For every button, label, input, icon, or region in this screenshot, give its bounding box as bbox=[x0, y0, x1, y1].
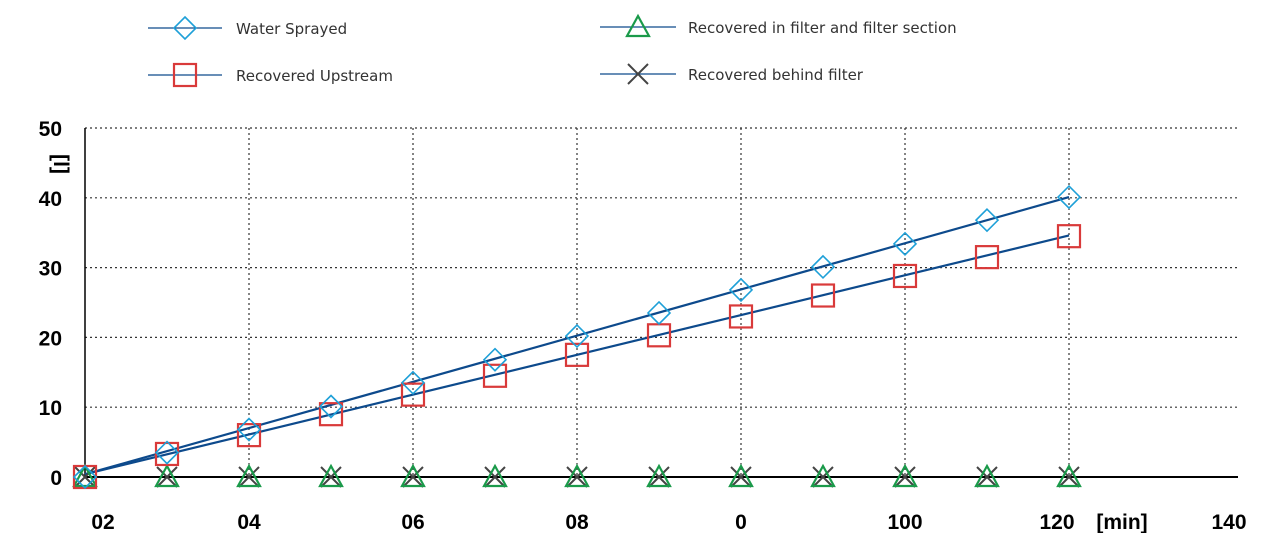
y-tick-label: 30 bbox=[39, 258, 62, 281]
data-point-diamond bbox=[892, 231, 918, 256]
legend-label: Recovered in filter and filter section bbox=[688, 19, 957, 37]
legend-item: Recovered Upstream bbox=[148, 62, 393, 88]
tick-labels: 0 10 20 30 40 50 02 04 06 08 0 100 120 140 [min] [l] bbox=[39, 118, 1247, 533]
data-point-diamond bbox=[728, 277, 754, 303]
data-point-x bbox=[74, 466, 96, 488]
legend-label: Recovered behind filter bbox=[688, 66, 864, 84]
x-tick-label: 06 bbox=[401, 511, 424, 533]
y-tick-label: 20 bbox=[39, 327, 62, 350]
data-point-square bbox=[564, 342, 590, 367]
data-point-diamond bbox=[974, 208, 1000, 233]
data-point-square bbox=[892, 263, 918, 289]
data-point-triangle bbox=[154, 463, 180, 488]
legend: Water Sprayed Recovered Upstream Recovered… bbox=[148, 13, 957, 88]
axes bbox=[84, 128, 1238, 478]
data-point-x bbox=[402, 466, 424, 488]
data-point-diamond bbox=[72, 464, 98, 490]
y-tick-label: 40 bbox=[39, 188, 62, 211]
trendlines bbox=[84, 196, 1070, 476]
x-tick-label: 140 bbox=[1211, 511, 1246, 533]
x-tick-label: 100 bbox=[887, 511, 922, 533]
data-point-diamond bbox=[646, 300, 672, 326]
legend-label: Recovered Upstream bbox=[236, 67, 393, 85]
data-point-triangle bbox=[400, 463, 426, 488]
legend-item: Recovered behind filter bbox=[600, 63, 864, 85]
legend-item: Water Sprayed bbox=[148, 15, 347, 41]
data-point-triangle bbox=[1056, 463, 1082, 488]
data-point-square bbox=[236, 423, 262, 448]
data-point-triangle bbox=[236, 463, 262, 488]
data-point-diamond bbox=[810, 254, 836, 280]
legend-marker-diamond bbox=[172, 15, 198, 41]
data-point-square bbox=[154, 441, 180, 467]
data-point-square bbox=[974, 245, 1000, 270]
data-point-x bbox=[484, 466, 506, 488]
data-point-triangle bbox=[564, 463, 590, 488]
grid bbox=[85, 127, 1238, 477]
legend-marker-square bbox=[172, 62, 198, 88]
data-point-diamond bbox=[400, 370, 426, 395]
x-tick-label: 08 bbox=[565, 511, 589, 533]
data-point-x bbox=[648, 466, 670, 488]
legend-marker-triangle bbox=[625, 13, 651, 38]
data-point-diamond bbox=[236, 417, 262, 442]
data-point-triangle bbox=[482, 463, 508, 488]
data-point-x bbox=[238, 466, 260, 488]
trendline bbox=[84, 234, 1070, 476]
data-point-square bbox=[400, 382, 426, 407]
data-point-diamond bbox=[564, 323, 590, 349]
data-point-x bbox=[566, 466, 588, 488]
data-point-triangle bbox=[318, 463, 344, 488]
data-point-x bbox=[156, 466, 178, 488]
x-tick-label: 02 bbox=[91, 511, 114, 533]
trendline bbox=[84, 196, 1070, 476]
data-point-x bbox=[1058, 466, 1080, 488]
data-point-x bbox=[976, 466, 998, 488]
data-point-square bbox=[318, 402, 344, 427]
data-point-square bbox=[728, 304, 754, 329]
data-point-triangle bbox=[892, 463, 918, 488]
data-point-triangle bbox=[646, 463, 672, 488]
data-point-diamond bbox=[318, 394, 344, 419]
x-tick-label: 120 bbox=[1039, 511, 1074, 533]
data-point-triangle bbox=[810, 463, 836, 488]
legend-item: Recovered in filter and filter section bbox=[600, 13, 957, 38]
data-point-x bbox=[812, 466, 834, 488]
data-point-square bbox=[810, 283, 836, 308]
x-axis-label: [min] bbox=[1096, 511, 1147, 533]
y-tick-label: 10 bbox=[39, 397, 62, 420]
legend-label: Water Sprayed bbox=[236, 20, 347, 38]
y-tick-label: 0 bbox=[50, 467, 62, 490]
x-tick-label: 0 bbox=[735, 511, 747, 533]
data-point-square bbox=[1056, 224, 1082, 249]
data-point-square bbox=[482, 363, 508, 388]
data-point-x bbox=[320, 466, 342, 488]
data-point-triangle bbox=[728, 463, 754, 488]
data-point-x bbox=[730, 466, 752, 488]
legend-marker-x bbox=[627, 63, 649, 85]
y-axis-label: [l] bbox=[49, 154, 72, 174]
data-point-x bbox=[894, 466, 916, 488]
data-point-diamond bbox=[1056, 184, 1082, 210]
x-tick-label: 04 bbox=[237, 511, 261, 533]
data-point-triangle bbox=[974, 463, 1000, 488]
data-point-triangle bbox=[72, 463, 98, 488]
data-points bbox=[72, 184, 1082, 490]
y-tick-label: 50 bbox=[39, 118, 62, 141]
data-point-diamond bbox=[154, 440, 180, 465]
data-point-diamond bbox=[482, 347, 508, 372]
